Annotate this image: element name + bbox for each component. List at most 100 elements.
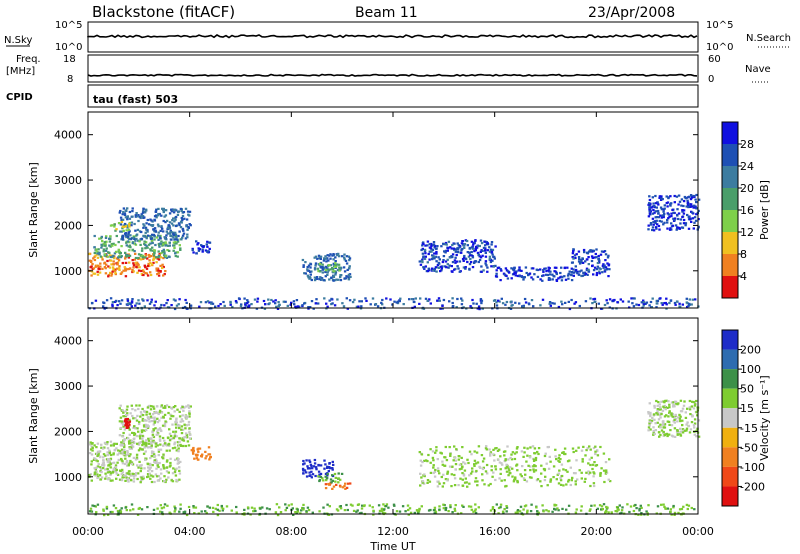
cell-r9 xyxy=(640,513,643,516)
cell-r7 xyxy=(454,468,457,471)
cell-r9 xyxy=(599,253,603,256)
cell-r2 xyxy=(170,208,173,211)
cell-r1 xyxy=(131,414,134,418)
cell-r9 xyxy=(380,507,384,510)
cell-r0 xyxy=(168,444,171,447)
cell-r9 xyxy=(499,503,503,506)
cell-r7 xyxy=(589,448,592,451)
cell-r1 xyxy=(178,440,181,443)
cell-r1 xyxy=(132,426,135,429)
cell-r9 xyxy=(597,257,600,260)
cell-r0 xyxy=(153,461,156,464)
cell-r8 xyxy=(652,431,655,434)
cell-r2 xyxy=(125,423,128,426)
cell-r4 xyxy=(308,467,312,470)
cell-r11 xyxy=(655,306,658,309)
cell-r10 xyxy=(654,210,657,213)
cell-r7 xyxy=(427,252,430,256)
cell-r0 xyxy=(128,261,131,264)
cell-r7 xyxy=(470,250,473,254)
cell-r7 xyxy=(432,464,435,467)
cell-r8 xyxy=(669,429,672,432)
cell-r11 xyxy=(296,305,300,308)
cell-r1 xyxy=(161,250,165,253)
y-tick-label: 4000 xyxy=(54,129,82,142)
cell-r0 xyxy=(94,474,97,477)
cell-r0 xyxy=(90,479,93,482)
cell-r7 xyxy=(468,263,472,266)
cell-r2 xyxy=(128,230,131,233)
cell-r1 xyxy=(128,241,131,244)
cell-r9 xyxy=(601,508,604,511)
cell-r11 xyxy=(694,298,697,301)
cell-r0 xyxy=(156,462,159,465)
cell-r7 xyxy=(460,242,464,245)
cell-r7 xyxy=(446,258,449,261)
cell-r7 xyxy=(475,451,479,454)
cell-r9 xyxy=(221,509,224,512)
cell-r0 xyxy=(136,464,139,467)
cell-r0 xyxy=(118,478,122,481)
cell-r11 xyxy=(348,299,352,302)
cell-r7 xyxy=(489,451,493,454)
cell-r5 xyxy=(339,279,343,282)
cell-r8 xyxy=(656,408,659,411)
cell-r1 xyxy=(141,417,145,421)
cell-r8 xyxy=(687,424,691,428)
cell-r7 xyxy=(515,447,519,450)
cell-r7 xyxy=(605,469,608,472)
cell-r11 xyxy=(163,304,166,307)
cell-r5 xyxy=(307,276,310,279)
cell-r0 xyxy=(154,473,158,476)
cell-r5 xyxy=(313,279,317,282)
cell-r7 xyxy=(471,255,474,258)
cell-r7 xyxy=(479,250,482,253)
cell-r9 xyxy=(467,505,471,508)
cell-r8 xyxy=(548,277,551,280)
cell-r0 xyxy=(154,458,158,461)
cell-r5 xyxy=(339,485,342,488)
cell-r7 xyxy=(422,242,425,246)
cell-r5 xyxy=(307,264,311,267)
cell-r10 xyxy=(686,203,690,207)
cell-r9 xyxy=(89,507,93,510)
cell-r11 xyxy=(127,302,130,305)
cell-r9 xyxy=(592,249,595,252)
cell-r9 xyxy=(103,514,106,517)
cell-r9 xyxy=(105,507,109,510)
cell-r9 xyxy=(591,264,594,268)
cell-r9 xyxy=(287,504,291,507)
cell-r2 xyxy=(120,218,123,222)
cell-r11 xyxy=(135,302,138,305)
cell-r7 xyxy=(494,447,497,450)
cell-r7 xyxy=(429,448,432,451)
cell-r11 xyxy=(442,298,446,302)
cell-r0 xyxy=(134,252,137,255)
cell-r7 xyxy=(490,265,493,268)
cell-r11 xyxy=(451,297,454,300)
cell-r2 xyxy=(173,220,176,223)
cell-r0 xyxy=(110,263,113,266)
cell-r7 xyxy=(464,462,467,465)
cell-r1 xyxy=(173,443,176,446)
cell-r0 xyxy=(90,270,94,273)
cell-r7 xyxy=(444,445,447,449)
cell-r11 xyxy=(277,301,280,304)
cell-r1 xyxy=(130,444,134,447)
cell-r7 xyxy=(559,458,562,461)
cell-r2 xyxy=(179,207,183,210)
cell-r0 xyxy=(102,456,105,459)
cell-r7 xyxy=(460,251,463,254)
cell-r1 xyxy=(103,241,107,244)
cell-r8 xyxy=(520,269,523,272)
cell-r2 xyxy=(172,232,175,235)
cell-r0 xyxy=(102,453,106,456)
cell-r10 xyxy=(687,215,690,219)
cell-r11 xyxy=(141,298,144,301)
cell-r0 xyxy=(108,458,111,461)
cell-r0 xyxy=(150,442,153,445)
cell-r11 xyxy=(111,303,114,306)
cell-r10 xyxy=(663,221,666,224)
cell-r1 xyxy=(188,411,191,415)
cell-r9 xyxy=(216,503,219,507)
